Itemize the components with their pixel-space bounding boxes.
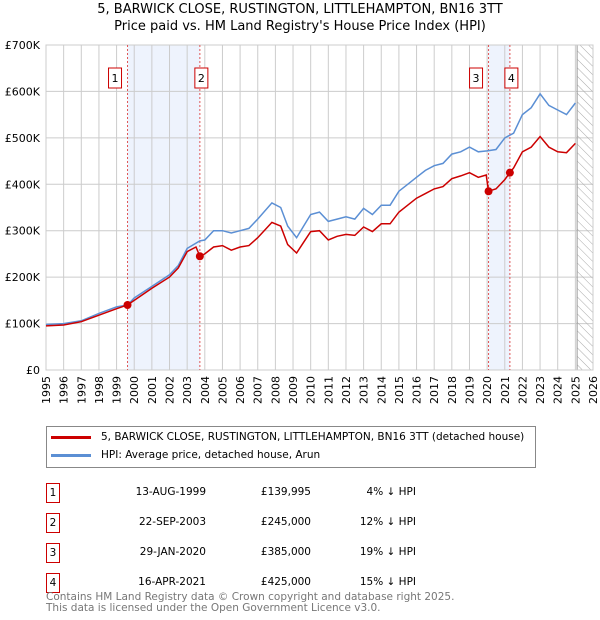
x-tick-label: 2000 (128, 376, 141, 404)
sale-label-box-2 (194, 67, 209, 89)
x-tick-label: 2006 (234, 376, 247, 404)
legend-item-property: 5, BARWICK CLOSE, RUSTINGTON, LITTLEHAMP… (51, 431, 524, 443)
x-tick-label: 2013 (358, 376, 371, 404)
x-tick-label: 2017 (428, 376, 441, 404)
x-tick-label: 2021 (499, 376, 512, 404)
x-tick-label: 2019 (463, 376, 476, 404)
sale-hpi-diff: 4% ↓ HPI (366, 486, 416, 498)
sale-number-badge: 4 (46, 573, 60, 593)
sales-table-row: 1 13-AUG-1999 £139,995 4% ↓ HPI (46, 483, 446, 503)
y-tick-label: £500K (5, 132, 41, 145)
x-tick-label: 2025 (569, 376, 582, 404)
sale-label-box-4 (504, 67, 519, 89)
x-tick-label: 2003 (181, 376, 194, 404)
sale-label-4: 4 (508, 72, 515, 85)
shaded-period-3-4 (488, 45, 510, 370)
x-tick-label: 2011 (322, 376, 335, 404)
x-tick-label: 2018 (446, 376, 459, 404)
x-tick-label: 2016 (411, 376, 424, 404)
legend-item-hpi: HPI: Average price, detached house, Arun (51, 449, 320, 461)
x-tick-label: 2001 (146, 376, 159, 404)
x-tick-label: 2015 (393, 376, 406, 404)
x-tick-label: 2010 (305, 376, 318, 404)
sale-number-badge: 3 (46, 543, 60, 563)
sale-price: £139,995 (260, 486, 311, 498)
x-tick-label: 1997 (75, 376, 88, 404)
x-tick-label: 2023 (534, 376, 547, 404)
legend-swatch-blue (51, 453, 91, 457)
sale-date: 13-AUG-1999 (135, 486, 206, 498)
y-tick-label: £700K (5, 39, 41, 52)
shaded-period-1-2 (127, 45, 200, 370)
sale-number-badge: 1 (46, 483, 60, 503)
sale-price: £385,000 (260, 546, 311, 558)
x-tick-label: 2008 (269, 376, 282, 404)
y-tick-label: £300K (5, 225, 41, 238)
price-chart: 1995 1996 1997 1998 1999 2000 2001 2002 2003 2004… (5, 39, 600, 404)
legend: 5, BARWICK CLOSE, RUSTINGTON, LITTLEHAMP… (46, 426, 536, 468)
y-tick-label: £400K (5, 178, 41, 191)
legend-label: HPI: Average price, detached house, Arun (101, 449, 321, 461)
sale-label-box-1 (108, 67, 123, 89)
x-tick-label: 2005 (216, 376, 229, 404)
chart-title: 5, BARWICK CLOSE, RUSTINGTON, LITTLEHAMP… (97, 2, 503, 17)
x-tick-label: 2022 (516, 376, 529, 404)
sale-number-badge: 2 (46, 513, 60, 533)
legend-swatch-red (51, 435, 91, 439)
sale-date: 29-JAN-2020 (139, 546, 206, 558)
hpi-line (45, 92, 576, 326)
footer-copyright: Contains HM Land Registry data © Crown c… (46, 591, 455, 603)
footer-licence: This data is licensed under the Open Gov… (46, 602, 381, 614)
plot-border (45, 44, 594, 371)
sales-table-row: 2 22-SEP-2003 £245,000 12% ↓ HPI (46, 513, 446, 533)
sales-table-row: 4 16-APR-2021 £425,000 15% ↓ HPI (46, 573, 446, 593)
x-tick-label: 2020 (481, 376, 494, 404)
x-tick-label: 1996 (58, 376, 71, 404)
y-tick-label: £100K (5, 318, 41, 331)
sale-hpi-diff: 19% ↓ HPI (359, 546, 416, 558)
x-tick-label: 1995 (40, 376, 53, 404)
x-tick-label: 2002 (164, 376, 177, 404)
x-tick-label: 1998 (93, 376, 106, 404)
sale-price: £245,000 (260, 516, 311, 528)
price-paid-line (45, 135, 576, 327)
sale-hpi-diff: 12% ↓ HPI (359, 516, 416, 528)
x-tick-label: 2014 (375, 376, 388, 404)
forecast-hatch (576, 44, 594, 371)
sale-price: £425,000 (260, 576, 311, 588)
sales-table-row: 3 29-JAN-2020 £385,000 19% ↓ HPI (46, 543, 446, 563)
x-tick-label: 1999 (111, 376, 124, 404)
sale-point-2 (195, 252, 204, 261)
sale-point-4 (505, 168, 514, 177)
sale-hpi-diff: 15% ↓ HPI (359, 576, 416, 588)
x-tick-label: 2012 (340, 376, 353, 404)
sale-date: 16-APR-2021 (138, 576, 206, 588)
sale-date: 22-SEP-2003 (138, 516, 206, 528)
x-tick-label: 2024 (552, 376, 565, 404)
sale-label-1: 1 (112, 72, 119, 85)
chart-subtitle: Price paid vs. HM Land Registry's House … (114, 19, 486, 34)
y-tick-label: £0 (26, 364, 40, 377)
y-tick-label: £200K (5, 271, 41, 284)
x-tick-label: 2004 (199, 376, 212, 404)
sale-point-3 (484, 187, 493, 196)
sale-label-box-3 (469, 67, 484, 89)
sale-label-2: 2 (198, 72, 205, 85)
x-tick-label: 2009 (287, 376, 300, 404)
x-tick-label: 2007 (252, 376, 265, 404)
x-tick-label: 2026 (587, 376, 600, 404)
y-tick-label: £600K (5, 85, 41, 98)
sale-label-3: 3 (473, 72, 480, 85)
legend-label: 5, BARWICK CLOSE, RUSTINGTON, LITTLEHAMP… (101, 431, 525, 443)
sale-point-1 (123, 301, 132, 310)
